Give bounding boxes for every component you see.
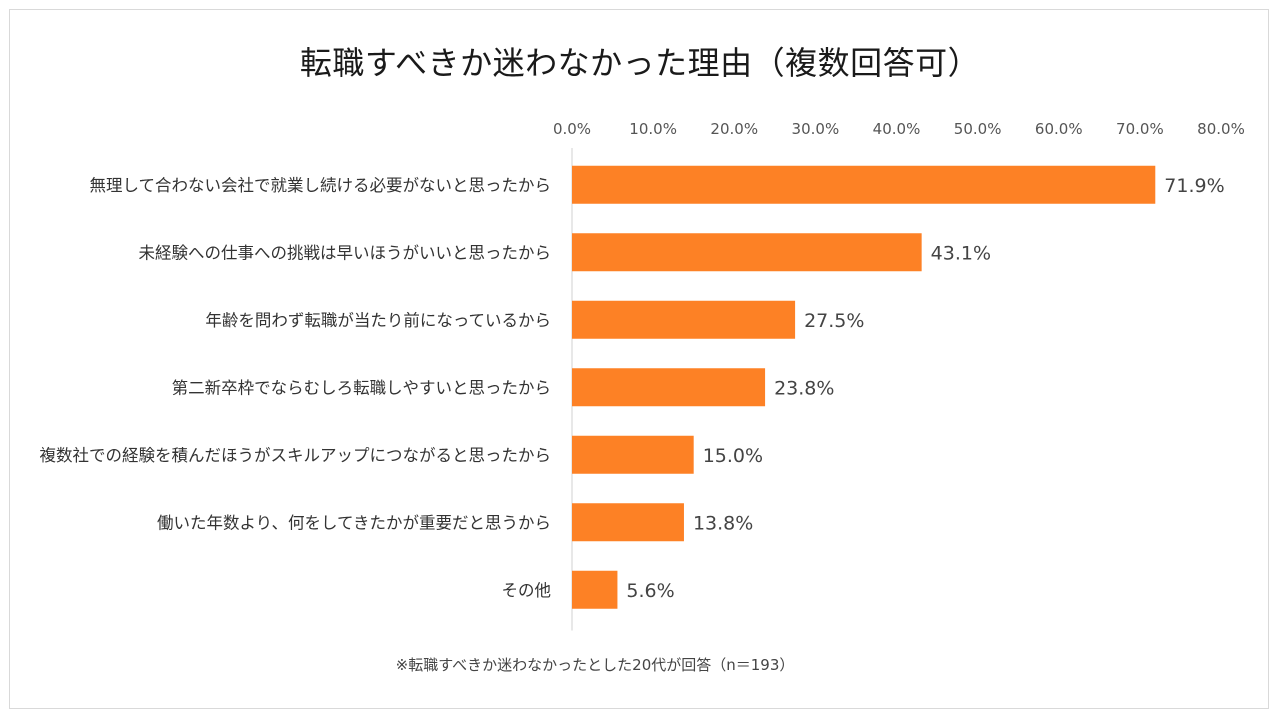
category-label: 未経験への仕事への挑戦は早いほうがいいと思ったから xyxy=(139,243,552,262)
bar xyxy=(572,503,684,542)
x-tick-label: 80.0% xyxy=(1197,120,1245,138)
x-tick-label: 10.0% xyxy=(629,120,677,138)
chart-frame xyxy=(9,9,1269,709)
category-label: 第二新卒枠でならむしろ転職しやすいと思ったから xyxy=(172,378,551,397)
bar xyxy=(572,165,1156,204)
data-label: 27.5% xyxy=(804,310,864,332)
category-label: 複数社での経験を積んだほうがスキルアップにつながると思ったから xyxy=(40,446,552,465)
bar xyxy=(572,435,694,474)
bar xyxy=(572,368,766,407)
x-tick-label: 50.0% xyxy=(954,120,1002,138)
x-tick-label: 40.0% xyxy=(873,120,921,138)
data-label: 13.8% xyxy=(693,512,753,534)
chart-title: 転職すべきか迷わなかった理由（複数回答可） xyxy=(299,44,981,82)
category-label: 年齢を問わず転職が当たり前になっているから xyxy=(205,311,551,330)
data-label: 43.1% xyxy=(931,242,991,264)
category-label: 無理して合わない会社で就業し続ける必要がないと思ったから xyxy=(89,176,551,195)
data-label: 71.9% xyxy=(1164,175,1224,197)
chart-footnote: ※転職すべきか迷わなかったとした20代が回答（n＝193） xyxy=(395,656,795,674)
data-label: 23.8% xyxy=(774,377,834,399)
category-label: 働いた年数より、何をしてきたかが重要だと思うから xyxy=(157,513,551,532)
data-label: 15.0% xyxy=(703,445,763,467)
x-tick-label: 70.0% xyxy=(1116,120,1164,138)
data-label: 5.6% xyxy=(626,580,674,602)
bar xyxy=(572,233,922,272)
x-tick-label: 0.0% xyxy=(553,120,591,138)
x-tick-label: 20.0% xyxy=(710,120,758,138)
bar xyxy=(572,300,796,339)
x-tick-label: 30.0% xyxy=(792,120,840,138)
x-tick-label: 60.0% xyxy=(1035,120,1083,138)
category-label: その他 xyxy=(502,581,552,600)
bar xyxy=(572,570,618,609)
